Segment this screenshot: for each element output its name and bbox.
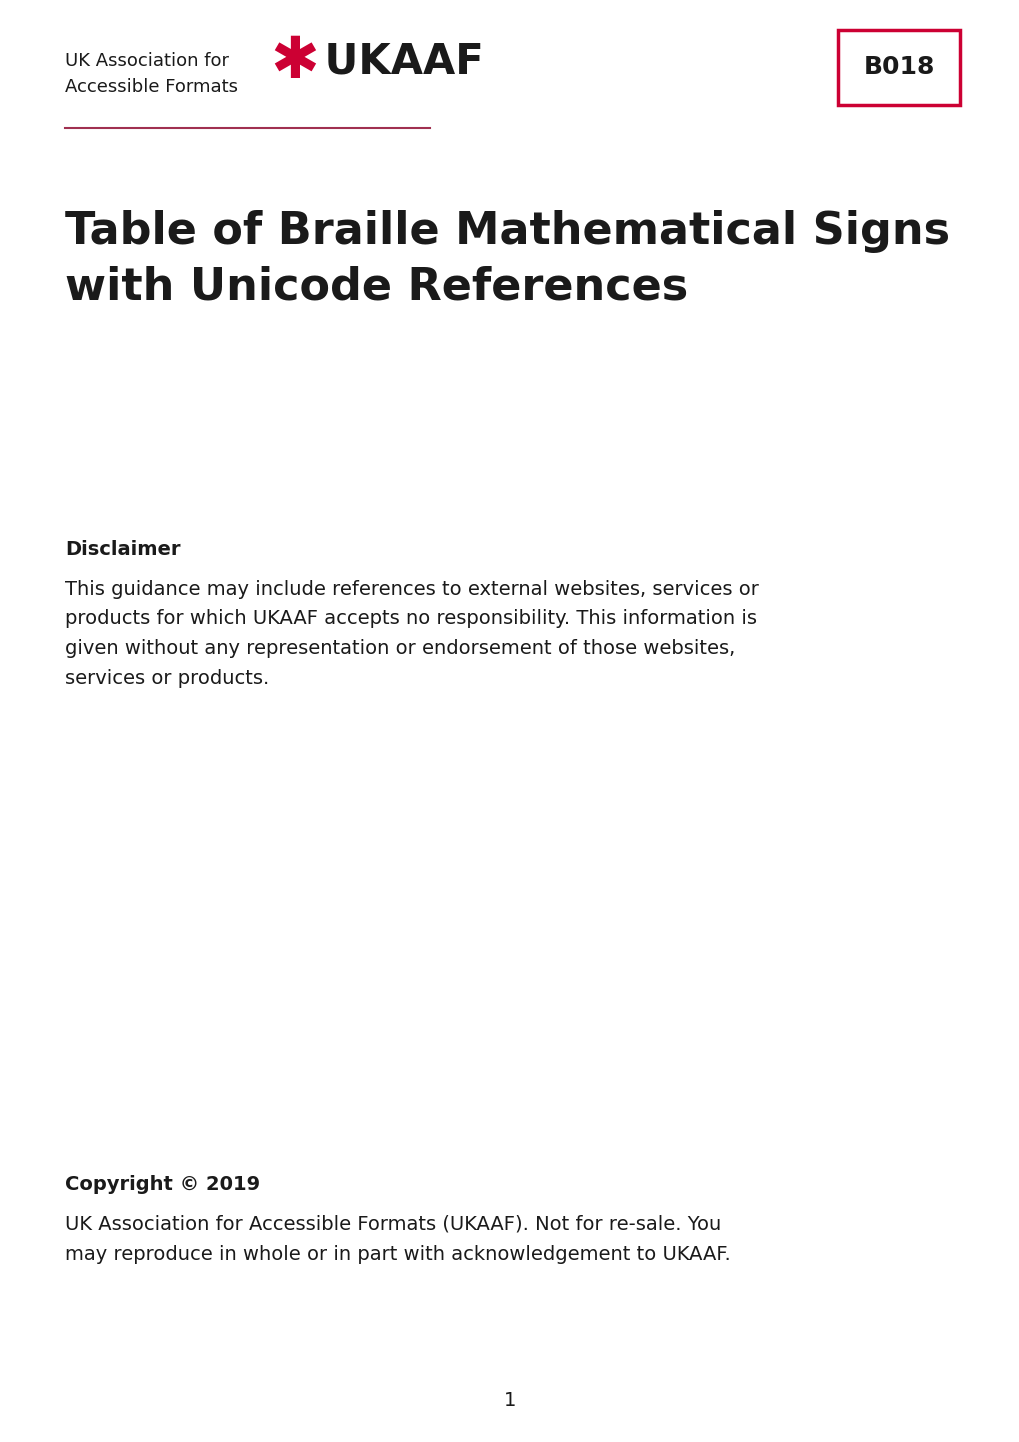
- Text: Copyright © 2019: Copyright © 2019: [65, 1175, 260, 1194]
- Bar: [838, 30, 959, 105]
- Text: This guidance may include references to external websites, services or
products : This guidance may include references to …: [65, 580, 758, 688]
- Text: Table of Braille Mathematical Signs: Table of Braille Mathematical Signs: [65, 211, 949, 252]
- Text: with Unicode References: with Unicode References: [65, 265, 688, 309]
- Text: 1: 1: [503, 1390, 516, 1409]
- Text: UK Association for Accessible Formats (UKAAF). Not for re-sale. You
may reproduc: UK Association for Accessible Formats (U…: [65, 1216, 730, 1263]
- Text: UKAAF: UKAAF: [310, 40, 483, 84]
- Text: Accessible Formats: Accessible Formats: [65, 78, 237, 97]
- Text: UK Association for: UK Association for: [65, 52, 229, 71]
- Text: B018: B018: [862, 55, 933, 79]
- Text: ✱: ✱: [270, 33, 319, 91]
- Text: Disclaimer: Disclaimer: [65, 539, 180, 559]
